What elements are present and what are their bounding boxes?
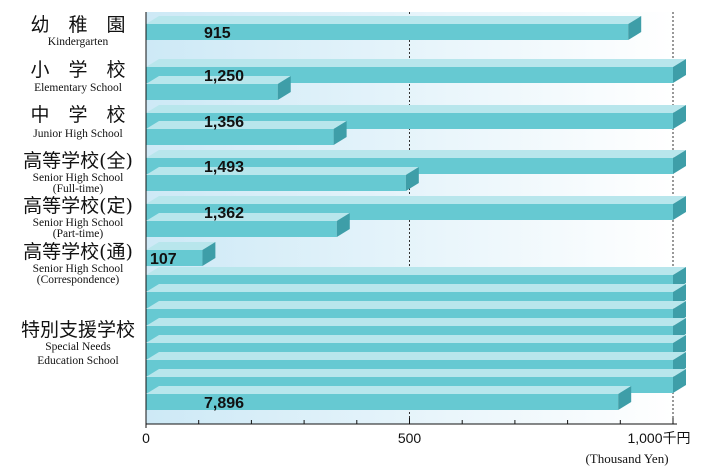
bar-3-segment-1 — [146, 167, 419, 191]
x-axis: 0 500 1,000千円 (Thousand Yen) — [142, 12, 691, 466]
category-label-jp-4: 高等学校(定) — [23, 195, 133, 217]
bar-front-face — [146, 24, 629, 40]
category-label-en-6-0: Special Needs — [45, 341, 111, 353]
category-label-en-1-0: Elementary School — [34, 82, 122, 94]
bar-0-segment-0 — [146, 16, 642, 40]
category-label-en-3-0: Senior High School — [33, 172, 124, 184]
bar-front-face — [146, 221, 337, 237]
bar-top-face — [146, 167, 419, 175]
category-label-jp-5: 高等学校(通) — [23, 241, 133, 263]
value-label-2: 1,356 — [204, 114, 244, 131]
bar-side-face — [405, 167, 419, 191]
bar-top-face — [146, 369, 686, 377]
bar-top-face — [146, 267, 686, 275]
bar-side-face — [673, 59, 686, 83]
bar-top-face — [146, 150, 686, 158]
value-label-0: 915 — [204, 25, 231, 42]
bar-top-face — [146, 76, 291, 84]
category-label-en-5-1: (Correspondence) — [37, 274, 120, 286]
bar-6-segment-7 — [146, 386, 632, 410]
bar-2-segment-0 — [146, 105, 686, 129]
bar-front-face — [146, 84, 278, 100]
bar-top-face — [146, 352, 686, 360]
bar-top-face — [146, 284, 686, 292]
bar-top-face — [146, 105, 686, 113]
bar-front-face — [146, 394, 619, 410]
category-label-en-3-1: (Full-time) — [53, 183, 104, 195]
category-label-jp-3: 高等学校(全) — [23, 150, 133, 172]
value-label-1: 1,250 — [204, 68, 244, 85]
x-tick-label-0: 0 — [142, 430, 150, 446]
bar-top-face — [146, 59, 686, 67]
bar-front-face — [146, 250, 203, 266]
bar-side-face — [673, 105, 686, 129]
bar-top-face — [146, 386, 632, 394]
bar-side-face — [673, 196, 686, 220]
bar-top-face — [146, 213, 350, 221]
bar-4-segment-1 — [146, 213, 350, 237]
bar-top-face — [146, 242, 216, 250]
bar-side-face — [333, 121, 347, 145]
x-unit-label: (Thousand Yen) — [585, 451, 668, 466]
bar-side-face — [618, 386, 632, 410]
category-label-en-4-0: Senior High School — [33, 217, 124, 229]
bar-5-segment-0 — [146, 242, 216, 266]
category-label-en-2-0: Junior High School — [33, 128, 122, 140]
bars: 915 1,250 1,356 1,493 1,362 107 7,896 — [146, 16, 686, 412]
bar-2-segment-1 — [146, 121, 347, 145]
category-label-en-5-0: Senior High School — [33, 263, 124, 275]
value-label-4: 1,362 — [204, 205, 244, 222]
value-label-5: 107 — [150, 251, 177, 268]
category-label-en-4-1: (Part-time) — [53, 228, 104, 240]
bar-top-face — [146, 301, 686, 309]
value-label-6: 7,896 — [204, 395, 244, 412]
category-label-jp-2: 中 学 校 — [30, 104, 125, 126]
category-label-en-0-0: Kindergarten — [48, 36, 109, 48]
value-label-3: 1,493 — [204, 159, 244, 176]
bar-side-face — [628, 16, 642, 40]
bar-front-face — [146, 175, 406, 191]
category-label-jp-1: 小 学 校 — [30, 59, 125, 81]
category-label-jp-6: 特別支援学校 — [21, 319, 135, 341]
bar-front-face — [146, 129, 334, 145]
x-tick-label-500: 500 — [398, 430, 422, 446]
bar-1-segment-1 — [146, 76, 291, 100]
bar-top-face — [146, 196, 686, 204]
bar-side-face — [202, 242, 216, 266]
bar-side-face — [277, 76, 291, 100]
bar-side-face — [673, 369, 686, 393]
bar-top-face — [146, 16, 642, 24]
x-tick-label-1000: 1,000千円 — [627, 430, 690, 446]
bar-side-face — [336, 213, 350, 237]
category-label-en-6-1: Education School — [37, 355, 118, 367]
bar-top-face — [146, 121, 347, 129]
bar-side-face — [673, 150, 686, 174]
bar-top-face — [146, 318, 686, 326]
bar-top-face — [146, 335, 686, 343]
category-label-jp-0: 幼 稚 園 — [30, 14, 125, 36]
